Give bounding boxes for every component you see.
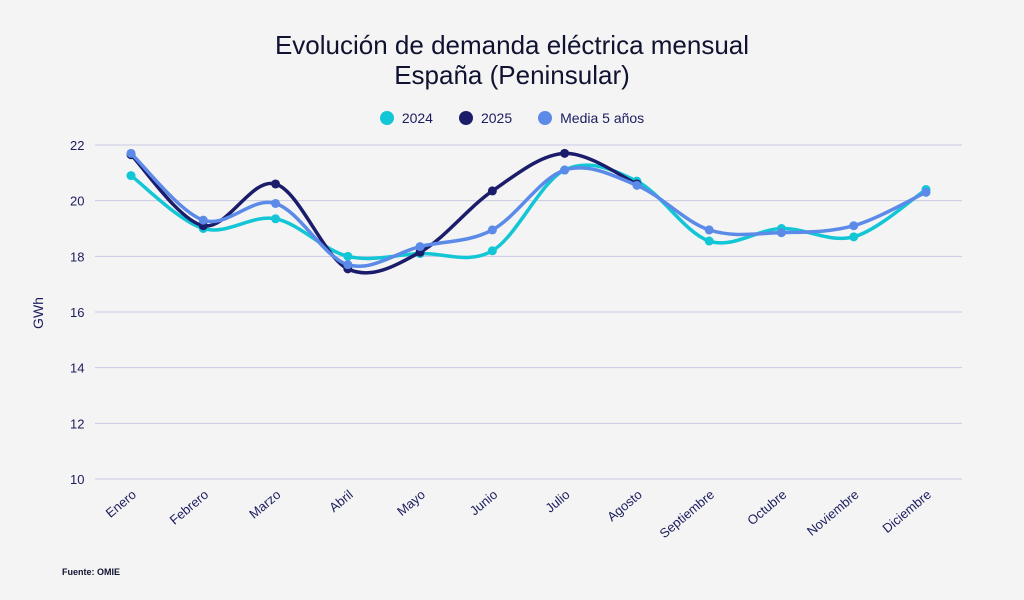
legend-marker-media: [538, 111, 553, 125]
data-point-media-5-anos-junio: [487, 225, 497, 235]
x-tick-label-octubre: Octubre: [744, 487, 789, 528]
data-point-media-5-anos-febrero: [198, 215, 208, 225]
legend-label-2025: 2025: [480, 110, 513, 126]
legend-marker-2024: [379, 111, 394, 125]
legend-marker-2025: [458, 111, 473, 125]
x-tick-label-agosto: Agosto: [604, 487, 645, 525]
data-point-2024-noviembre: [849, 232, 859, 242]
x-tick-label-enero: Enero: [103, 487, 139, 521]
data-point-2025-junio: [487, 186, 497, 196]
y-tick-label-22: 22: [70, 138, 84, 153]
series-line-2024: [129, 163, 928, 261]
x-tick-label-septiembre: Septiembre: [657, 487, 718, 541]
data-point-media-5-anos-julio: [560, 165, 570, 175]
data-point-media-5-anos-enero: [126, 148, 136, 158]
y-tick-label-10: 10: [70, 472, 84, 487]
source-note: Fuente: OMIE: [62, 567, 120, 577]
legend-item-2024[interactable]: 2024: [379, 110, 433, 126]
data-point-2025-marzo: [271, 179, 281, 189]
x-tick-label-noviembre: Noviembre: [804, 487, 862, 539]
x-tick-label-mayo: Mayo: [394, 487, 428, 519]
x-tick-label-junio: Junio: [467, 487, 500, 518]
legend-item-2025[interactable]: 2025: [458, 110, 513, 126]
legend-item-media[interactable]: Media 5 años: [538, 110, 644, 126]
chart-title: Evolución de demanda eléctrica mensual E…: [0, 30, 1024, 90]
data-point-2024-junio: [487, 246, 497, 256]
y-tick-label-12: 12: [70, 416, 84, 431]
x-tick-label-diciembre: Diciembre: [879, 487, 933, 536]
x-tick-label-marzo: Marzo: [246, 487, 283, 522]
data-point-2024-abril: [343, 251, 353, 261]
data-point-media-5-anos-agosto: [632, 180, 642, 190]
y-tick-label-20: 20: [70, 194, 84, 209]
data-point-2025-julio: [560, 148, 570, 158]
chart-legend: 2024 2025 Media 5 años: [0, 110, 1024, 126]
data-point-media-5-anos-septiembre: [704, 225, 714, 235]
y-tick-label-14: 14: [70, 361, 84, 376]
data-point-2024-enero: [126, 171, 136, 181]
x-tick-label-abril: Abril: [326, 487, 356, 515]
data-point-media-5-anos-mayo: [415, 242, 425, 252]
legend-label-media: Media 5 años: [560, 110, 645, 126]
data-point-media-5-anos-abril: [343, 260, 353, 270]
data-point-media-5-anos-octubre: [776, 228, 786, 238]
y-tick-label-16: 16: [70, 305, 84, 320]
chart-title-line-2: España (Peninsular): [394, 60, 630, 90]
y-tick-label-18: 18: [70, 249, 84, 264]
legend-label-2024: 2024: [401, 110, 433, 126]
data-point-media-5-anos-diciembre: [921, 187, 931, 197]
data-point-media-5-anos-noviembre: [849, 221, 859, 231]
data-point-media-5-anos-marzo: [271, 198, 281, 208]
chart-title-line-1: Evolución de demanda eléctrica mensual: [274, 30, 750, 60]
data-point-2024-marzo: [271, 214, 281, 224]
x-tick-label-julio: Julio: [542, 487, 572, 516]
x-tick-label-febrero: Febrero: [167, 487, 212, 528]
data-point-2024-septiembre: [704, 236, 714, 246]
